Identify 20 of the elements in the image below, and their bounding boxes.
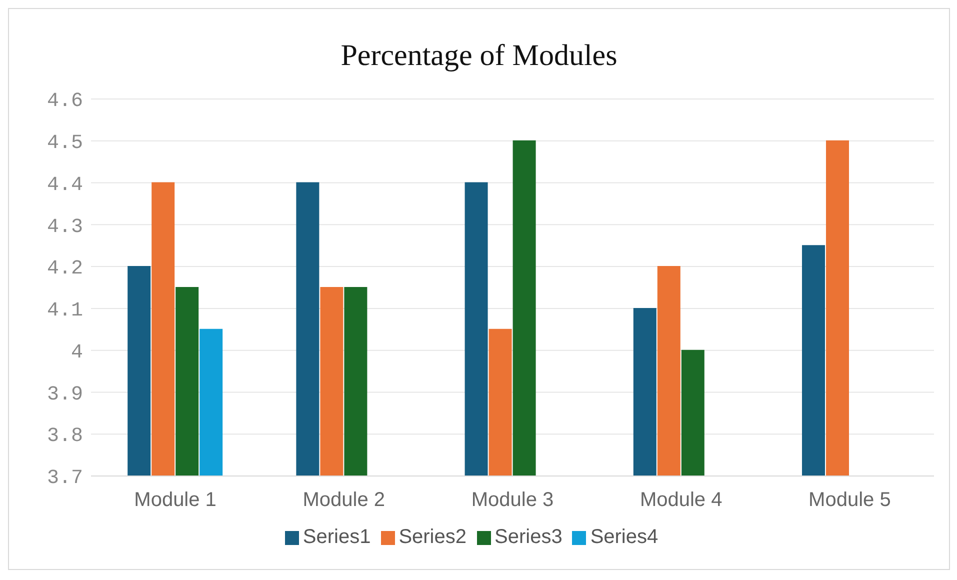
legend-label: Series3 [494, 526, 562, 548]
y-tick-label: 4.1 [46, 300, 83, 323]
y-tick-label: 4 [70, 341, 83, 364]
legend-label: Series1 [302, 526, 371, 548]
x-tick-label: Module 4 [640, 489, 722, 512]
y-tick-label: 3.8 [46, 425, 83, 448]
legend-label: Series2 [398, 526, 466, 548]
y-tick-label: 4.3 [46, 216, 83, 239]
y-tick-label: 4.5 [46, 132, 83, 155]
legend-label: Series4 [590, 526, 658, 548]
y-tick-label: 4.2 [46, 258, 83, 281]
x-tick-label: Module 5 [808, 489, 891, 512]
x-tick-label: Module 2 [302, 489, 386, 512]
y-tick-label: 3.7 [46, 467, 83, 490]
y-tick-label: 4.6 [46, 90, 83, 114]
chart-title: Percentage of Modules [340, 39, 618, 73]
x-tick-label: Module 1 [134, 489, 216, 512]
y-tick-label: 3.9 [46, 383, 83, 406]
x-tick-label: Module 3 [471, 489, 554, 512]
y-tick-label: 4.4 [46, 174, 83, 197]
